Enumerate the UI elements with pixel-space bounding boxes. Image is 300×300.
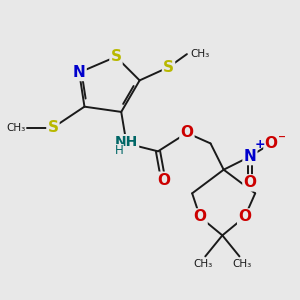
Text: CH₃: CH₃ [6, 123, 26, 133]
Text: H: H [115, 144, 124, 157]
Text: O: O [180, 125, 194, 140]
Text: O: O [194, 209, 206, 224]
Text: N: N [73, 65, 85, 80]
Text: +: + [255, 138, 265, 151]
Text: N: N [244, 149, 256, 164]
Text: S: S [47, 120, 58, 135]
Text: CH₃: CH₃ [232, 259, 252, 269]
Text: NH: NH [115, 135, 138, 149]
Text: O: O [238, 209, 251, 224]
Text: O: O [243, 175, 256, 190]
Text: CH₃: CH₃ [191, 49, 210, 59]
Text: S: S [110, 49, 122, 64]
Text: S: S [163, 60, 174, 75]
Text: O: O [157, 173, 170, 188]
Text: ⁻: ⁻ [278, 133, 286, 148]
Text: O: O [265, 136, 278, 151]
Text: CH₃: CH₃ [193, 259, 212, 269]
